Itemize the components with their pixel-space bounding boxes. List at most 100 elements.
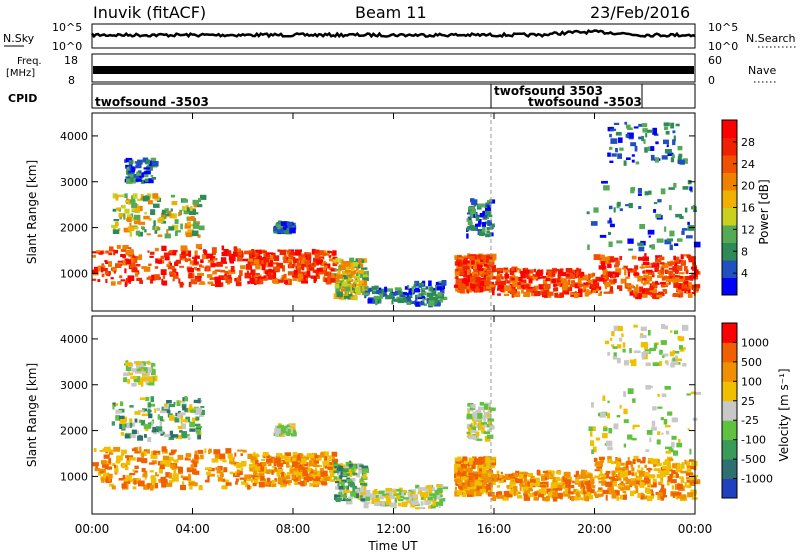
nsky-trace	[90, 29, 696, 39]
vel-cell	[500, 475, 504, 481]
vel-cell	[126, 458, 130, 463]
power-cell	[533, 268, 537, 273]
power-cell	[345, 264, 350, 271]
vel-cell	[164, 433, 171, 438]
power-cell	[658, 291, 664, 296]
vel-cell	[359, 478, 364, 483]
vel-cell	[435, 502, 443, 506]
vel-cell	[354, 485, 357, 490]
power-cell	[646, 129, 654, 133]
vel-cell	[150, 475, 156, 480]
vel-cell	[660, 479, 663, 484]
power-cell	[634, 145, 638, 152]
power-cell	[130, 256, 134, 263]
power-cell	[500, 288, 504, 293]
power-cell	[677, 284, 684, 291]
vel-cell	[559, 492, 563, 498]
power-cell	[298, 277, 302, 282]
vel-cell	[636, 477, 642, 483]
power-cell	[678, 272, 685, 275]
power-cell	[244, 272, 252, 279]
vel-cell	[680, 463, 685, 469]
vel-cell	[599, 412, 606, 418]
vel-cell	[179, 430, 183, 433]
vel-cell	[600, 468, 603, 475]
power-cell	[305, 263, 308, 268]
vel-cell	[168, 436, 175, 440]
vel-cell	[464, 484, 471, 489]
vel-cell	[567, 493, 571, 499]
vel-cell	[279, 460, 284, 463]
power-cell	[249, 252, 254, 259]
vel-cell	[252, 482, 257, 487]
power-cell	[648, 271, 655, 275]
power-cell	[487, 200, 493, 203]
power-cell	[161, 245, 167, 251]
power-cell	[661, 262, 669, 269]
vel-cell	[691, 483, 695, 486]
vel-cell	[109, 451, 112, 454]
power-cell	[283, 226, 287, 230]
power-cell	[341, 270, 348, 275]
vel-cell	[213, 449, 221, 455]
vel-cell	[487, 429, 490, 433]
vel-cell	[100, 460, 107, 465]
power-cell	[168, 226, 175, 231]
vel-cell	[235, 481, 238, 485]
vel-cell	[385, 495, 393, 500]
colorbar-swatch	[722, 342, 737, 363]
vel-cell	[625, 462, 629, 469]
power-cell	[586, 211, 590, 215]
vel-cell	[486, 484, 492, 490]
power-cell	[124, 208, 130, 214]
vel-cell	[154, 408, 157, 413]
power-cell	[504, 285, 512, 291]
power-cell	[467, 277, 470, 283]
power-cell	[168, 261, 172, 265]
power-cell	[523, 269, 530, 274]
power-cell	[476, 214, 483, 218]
vel-cell	[147, 360, 150, 366]
vel-cell	[636, 476, 643, 479]
power-cell	[616, 240, 623, 244]
vel-cell	[108, 458, 112, 464]
power-cell	[135, 272, 139, 277]
power-cell	[240, 265, 246, 270]
power-cell	[108, 261, 112, 267]
power-cell	[172, 279, 175, 282]
power-cell	[681, 282, 684, 289]
vel-cell	[284, 473, 287, 477]
vel-cell	[132, 368, 138, 373]
power-cell	[488, 263, 491, 270]
power-cell	[153, 203, 160, 208]
power-cell	[276, 262, 283, 269]
power-cell	[690, 266, 697, 270]
vel-cell	[463, 456, 466, 463]
vel-cell	[271, 483, 276, 487]
power-cell	[124, 193, 128, 198]
power-cell	[680, 288, 688, 292]
velocity-heatmap	[92, 324, 702, 510]
vel-cell	[613, 325, 620, 331]
vel-cell	[490, 474, 498, 479]
vel-cell	[425, 500, 432, 505]
vel-cell	[341, 481, 345, 487]
power-cell	[392, 292, 397, 296]
vel-cell	[148, 403, 156, 407]
vel-cell	[159, 420, 163, 426]
vel-cell	[676, 358, 683, 362]
vel-cell	[182, 419, 188, 423]
power-cell	[693, 287, 699, 291]
power-cell	[235, 281, 242, 287]
vel-cell	[454, 473, 457, 479]
vel-cell	[633, 350, 641, 353]
power-cell	[485, 286, 491, 290]
vel-cell	[672, 357, 676, 362]
power-cell	[650, 154, 655, 161]
vel-cell	[348, 460, 352, 466]
colorbar-frame	[721, 322, 738, 499]
vel-cell	[313, 464, 320, 467]
vel-cell	[290, 457, 296, 463]
power-cell	[92, 269, 98, 274]
vel-cell	[528, 493, 535, 498]
